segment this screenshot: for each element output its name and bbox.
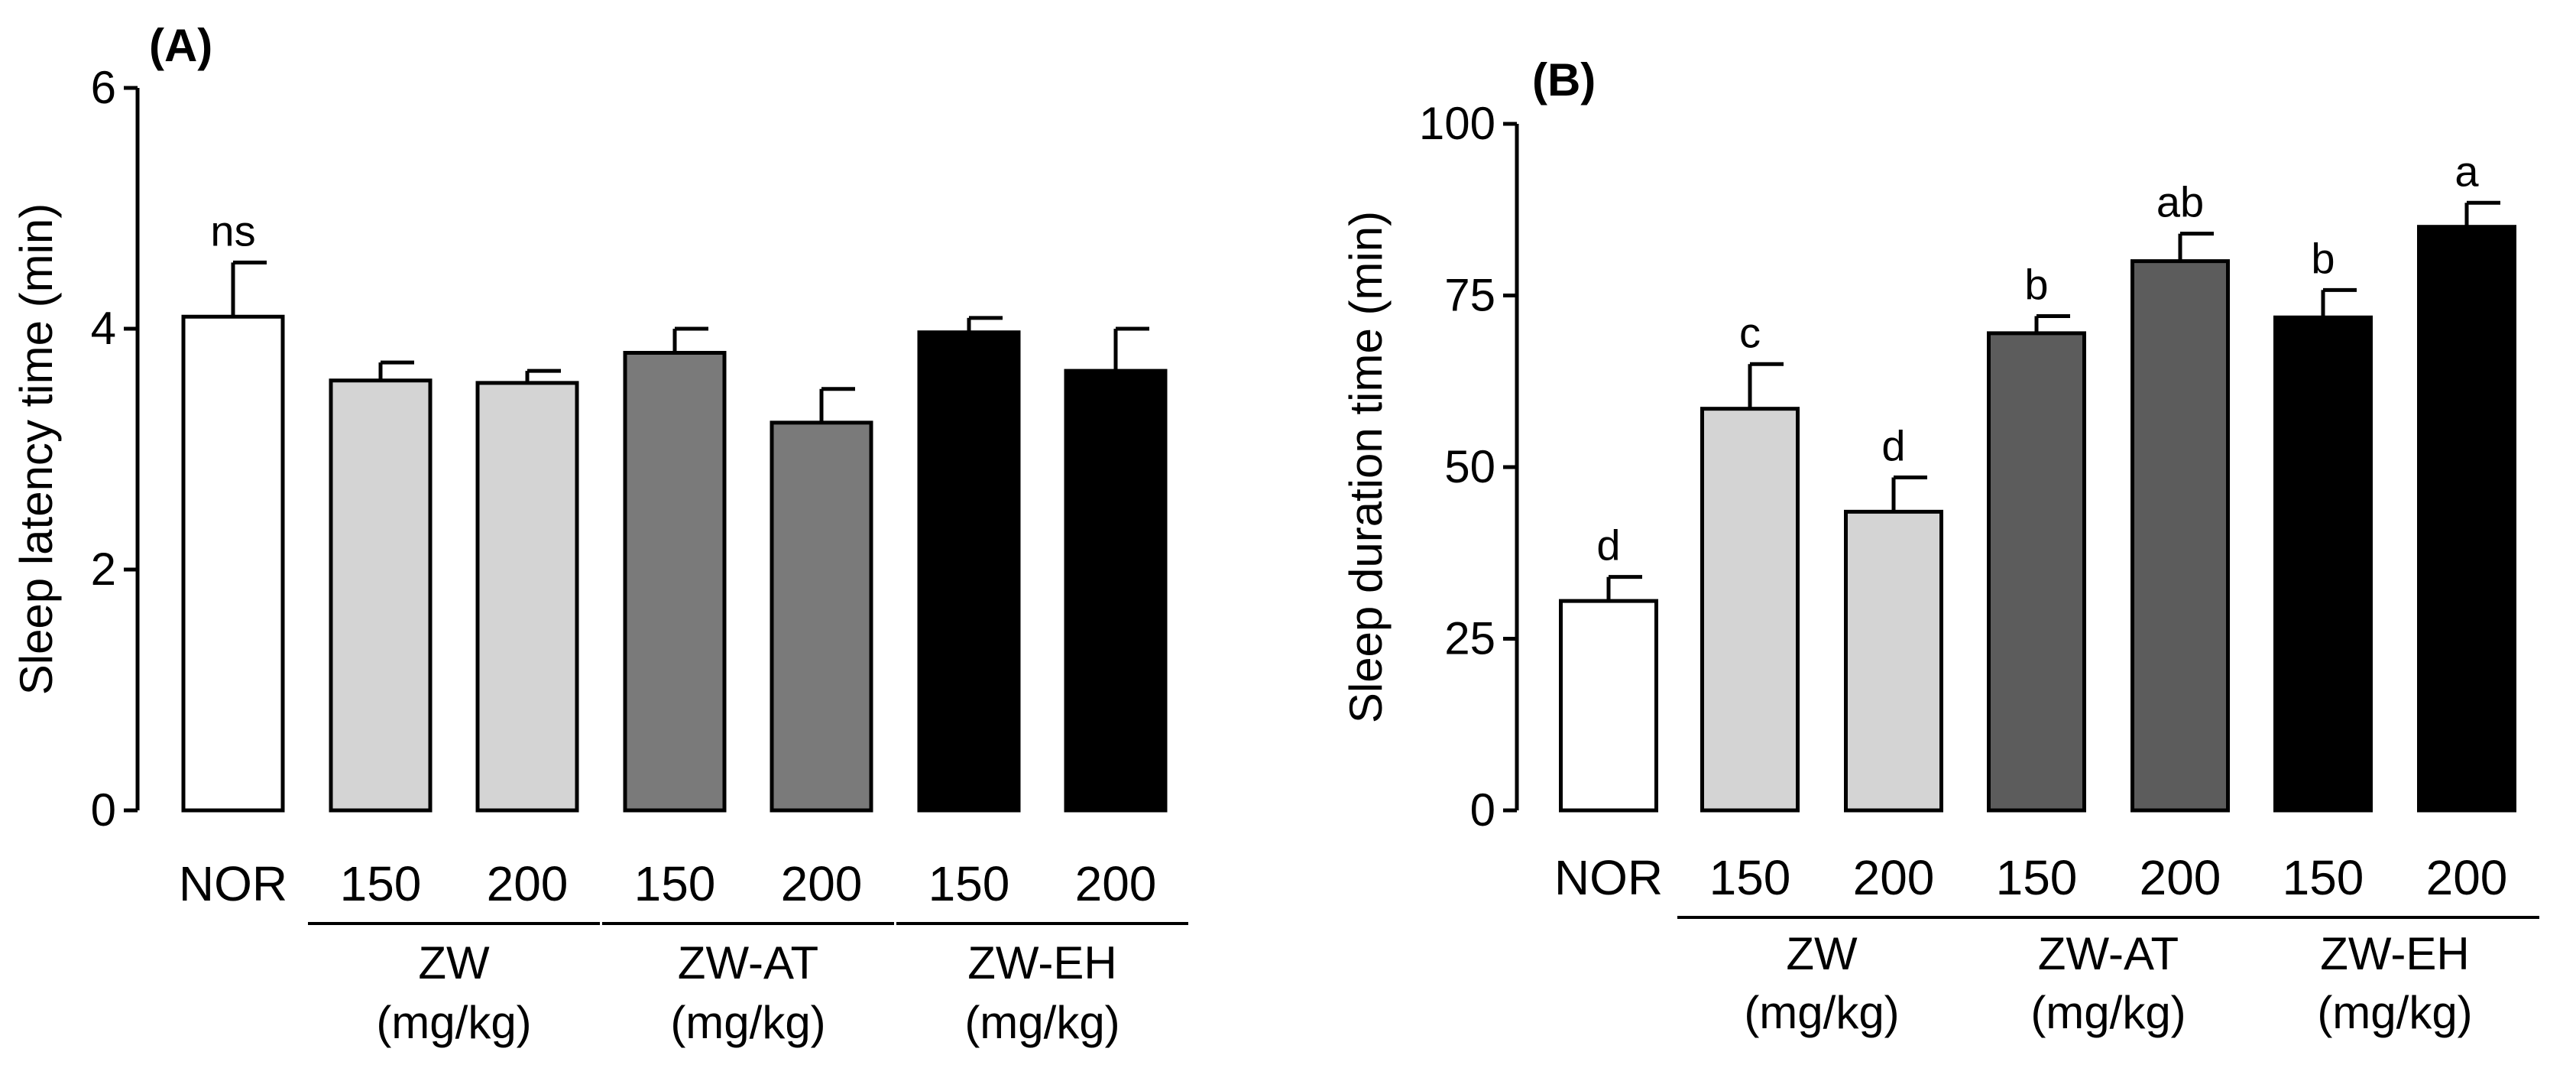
bar bbox=[181, 314, 285, 813]
panel-a: (A) 0 2 4 6 Sleep latency time (min) ns NOR 150 2… bbox=[11, 20, 1188, 1048]
y-tick-label: 50 bbox=[1444, 441, 1495, 492]
x-tick-label: 200 bbox=[2140, 850, 2221, 905]
y-axis-title: Sleep latency time (min) bbox=[11, 203, 62, 696]
bar bbox=[2417, 225, 2516, 813]
bar bbox=[475, 381, 579, 813]
bar bbox=[917, 330, 1021, 813]
bar bbox=[1559, 599, 1658, 813]
y-tick-label: 2 bbox=[91, 544, 116, 595]
y-tick-label: 0 bbox=[1470, 784, 1495, 836]
significance-label: d bbox=[1881, 421, 1905, 469]
significance-label: b bbox=[2024, 260, 2048, 308]
x-tick-label: 150 bbox=[634, 856, 716, 911]
bar bbox=[770, 420, 873, 813]
panel-label: (A) bbox=[149, 20, 212, 71]
x-tick-label: 200 bbox=[487, 856, 569, 911]
significance-label: ab bbox=[2156, 178, 2204, 226]
y-tick-label: 75 bbox=[1444, 270, 1495, 321]
x-tick-label: 200 bbox=[1075, 856, 1157, 911]
group-unit-label: (mg/kg) bbox=[1744, 987, 1899, 1038]
group-label: ZW bbox=[418, 937, 490, 988]
y-tick-label: 25 bbox=[1444, 613, 1495, 664]
x-tick-label: NOR bbox=[179, 856, 287, 911]
group-unit-label: (mg/kg) bbox=[964, 997, 1120, 1048]
group-label: ZW-AT bbox=[678, 937, 818, 988]
y-tick-label: 100 bbox=[1419, 98, 1495, 149]
group-unit-label: (mg/kg) bbox=[2030, 987, 2186, 1038]
x-tick-label: 150 bbox=[1709, 850, 1791, 905]
significance-label: d bbox=[1596, 521, 1620, 570]
y-axis-title: Sleep duration time (min) bbox=[1340, 211, 1392, 723]
group-unit-label: (mg/kg) bbox=[376, 997, 531, 1048]
x-tick-label: 150 bbox=[340, 856, 422, 911]
x-tick-label: 200 bbox=[1853, 850, 1935, 905]
x-tick-label: 150 bbox=[1996, 850, 2078, 905]
bar bbox=[1700, 407, 1800, 813]
significance-label: a bbox=[2454, 147, 2479, 195]
bar bbox=[329, 378, 433, 813]
bar bbox=[1844, 509, 1943, 813]
group-unit-label: (mg/kg) bbox=[670, 997, 825, 1048]
y-tick-label: 6 bbox=[91, 62, 116, 113]
group-label: ZW-EH bbox=[967, 937, 1117, 988]
panel-label: (B) bbox=[1532, 54, 1596, 106]
bar bbox=[2130, 259, 2230, 813]
bar bbox=[2273, 315, 2373, 813]
y-tick-label: 0 bbox=[91, 784, 116, 836]
bar bbox=[623, 351, 727, 813]
y-tick-label: 4 bbox=[91, 303, 116, 354]
x-tick-label: NOR bbox=[1554, 850, 1663, 905]
bar bbox=[1064, 368, 1168, 813]
x-tick-label: 200 bbox=[2426, 850, 2508, 905]
significance-label: ns bbox=[210, 206, 255, 255]
panel-b: (B) 0 25 50 75 100 Sleep duration time (min) d N… bbox=[1340, 54, 2539, 1038]
x-tick-label: 200 bbox=[781, 856, 863, 911]
group-label: ZW bbox=[1786, 928, 1858, 979]
significance-label: c bbox=[1739, 308, 1761, 356]
x-tick-label: 150 bbox=[2283, 850, 2364, 905]
group-unit-label: (mg/kg) bbox=[2317, 987, 2472, 1038]
x-tick-label: 150 bbox=[928, 856, 1010, 911]
bar bbox=[1987, 331, 2086, 813]
group-label: ZW-AT bbox=[2038, 928, 2179, 979]
significance-label: b bbox=[2311, 234, 2335, 282]
group-label: ZW-EH bbox=[2320, 928, 2470, 979]
